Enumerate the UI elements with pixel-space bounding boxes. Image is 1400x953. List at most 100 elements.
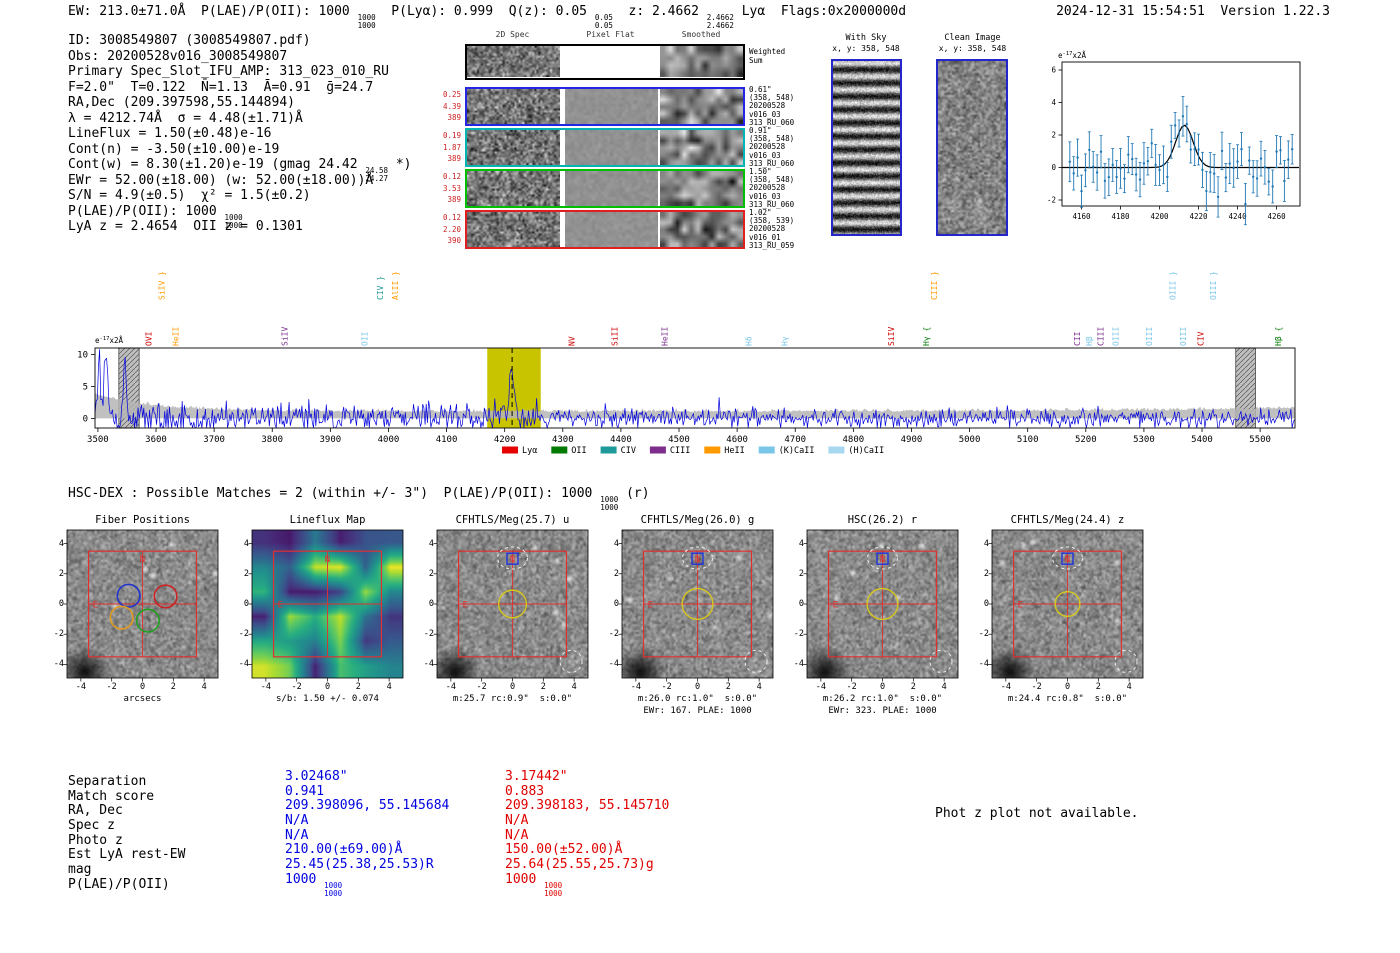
text-segment: 0.941 — [285, 783, 325, 799]
emission-line-label: Hβ { — [1274, 327, 1283, 346]
spec2d-col-header-2dspec: 2D Spec — [495, 30, 530, 39]
text-segment: (r) — [618, 486, 650, 501]
fraction-top: 24.58 — [365, 166, 388, 175]
x-tick-label: 3900 — [320, 435, 342, 445]
emission-line-label: CIII } — [930, 271, 939, 300]
data-point — [1146, 160, 1150, 163]
legend-swatch — [551, 446, 568, 454]
cutout-title: Fiber Positions — [95, 514, 190, 526]
mask-circle — [1114, 649, 1138, 673]
info-line: Obs: 20200528v016_3008549807 — [68, 49, 411, 65]
x-tick-label: -2 — [846, 682, 857, 692]
x-tick-label: -4 — [260, 682, 271, 692]
x-tick-label: 2 — [910, 682, 916, 692]
x-tick-label: -4 — [815, 682, 826, 692]
text-segment: Primary Spec_Slot_IFU_AMP: 313_023_010_R… — [68, 64, 389, 79]
y-tick-label: 4 — [983, 538, 989, 549]
weight-value: 1.87 — [443, 142, 462, 152]
fraction-top: 0.05 — [594, 13, 613, 22]
x-tick-label: 4 — [571, 682, 577, 692]
x-tick-label: 4 — [941, 682, 947, 692]
annotation-line: v016_03 — [749, 191, 781, 201]
match-row-label: Separation — [68, 774, 147, 789]
compass-north: N — [140, 555, 145, 565]
match-value: 3.17442" — [505, 769, 669, 785]
data-point — [1251, 175, 1255, 178]
withsky-xy: x, y: 358, 548 — [832, 44, 900, 53]
x-tick-label: 4900 — [901, 435, 923, 445]
compass-north: N — [880, 555, 885, 565]
cutout-title: CFHTLS/Meg(26.0) g — [640, 514, 755, 526]
weighted-sum-label-line1: Weighted — [749, 47, 786, 56]
text-segment: z: 2.4662 — [612, 4, 707, 19]
fraction-bottom: 1000 — [324, 888, 343, 898]
text-segment: P(LAE)/P(OII): 1000 — [68, 203, 225, 219]
y-tick-label: 2 — [428, 568, 434, 579]
y-tick-label: 0 — [1051, 163, 1056, 172]
annotation-line: 1.50" — [749, 167, 772, 176]
text-segment: EW: 213.0±71.0Å P(LAE)/P(OII): 1000 — [68, 4, 358, 19]
cutout-xlabel: arcsecs — [123, 694, 162, 704]
match-row-label: Match score — [68, 788, 155, 804]
text-segment: LineFlux = 1.50(±0.48)e-16 — [68, 126, 272, 141]
cutout-xlabel: m:26.0 rc:1.0" s:0.0" — [637, 694, 758, 704]
info-line: S/N = 4.9(±0.5) χ² = 1.5(±0.2) — [68, 188, 411, 204]
data-point — [1134, 173, 1138, 176]
fraction-bottom: 1000 — [600, 503, 619, 513]
info-line: λ = 4212.74Å σ = 4.48(±1.71)Å — [68, 111, 411, 127]
x-tick-label: 4600 — [726, 435, 748, 445]
y-tick-label: 2 — [798, 568, 804, 579]
fiber-circle — [135, 608, 160, 633]
data-point — [1095, 171, 1099, 174]
data-point — [1111, 163, 1114, 167]
y-tick-label: -2 — [238, 629, 249, 640]
emission-line-label: NV — [568, 336, 577, 346]
fraction-bottom: 1000 — [357, 21, 376, 31]
spec2d-col-header-pixelflat: Pixel Flat — [586, 30, 635, 39]
fraction-bottom: 2.4662 — [706, 21, 734, 31]
info-line: LineFlux = 1.50(±0.48)e-16 — [68, 126, 411, 142]
data-point — [1236, 160, 1239, 163]
data-point — [1166, 175, 1169, 179]
match-row-label: Spec z — [68, 818, 115, 834]
clean-image-xy: x, y: 358, 548 — [938, 44, 1007, 53]
x-tick-label: 2 — [725, 682, 731, 692]
data-point — [1150, 142, 1153, 145]
x-tick-label: -2 — [106, 682, 117, 692]
spec2d-col-header-smoothed: Smoothed — [681, 30, 721, 39]
spec2d-row — [465, 169, 745, 208]
data-point — [1263, 166, 1267, 169]
x-tick-label: 5400 — [1191, 435, 1213, 445]
weight-value: 0.12 — [443, 213, 462, 222]
text-segment: 3.02468" — [285, 769, 348, 784]
y-tick-label: 4 — [243, 538, 249, 549]
cutout-overlay: NE — [988, 529, 1144, 682]
data-point — [1107, 175, 1111, 179]
row-weight-labels: 0.12 2.20 390 — [443, 212, 461, 247]
x-tick-label: 4180 — [1111, 212, 1130, 221]
cutout-overlay: NE — [63, 529, 219, 682]
smoothed-image — [660, 212, 743, 247]
x-tick-label: 0 — [694, 682, 701, 692]
x-tick-label: -4 — [445, 682, 456, 692]
cutout-title: HSC(26.2) r — [847, 514, 918, 526]
text-segment: Cont(w) = 8.30(±1.20)e-19 (gmag 24.42 — [68, 157, 366, 172]
x-tick-label: 5000 — [959, 435, 981, 445]
x-tick-label: 5500 — [1249, 435, 1271, 445]
catalog-match-header: HSC-DEX : Possible Matches = 2 (within +… — [68, 486, 650, 512]
match-row-labels: Separation Match score RA, Dec Spec z Photo … — [68, 774, 185, 893]
emission-line-label: Hγ { — [922, 327, 931, 346]
text-segment: HSC-DEX : Possible Matches = 2 (within +… — [68, 486, 601, 501]
info-line: EWr = 52.00(±18.00) (w: 52.00(±18.00))Å — [68, 173, 411, 189]
text-segment: F=2.0" T=0.122 N̄=1.13 Ā=0.91 ḡ=24.7 — [68, 79, 374, 95]
spec2d-row — [465, 87, 745, 126]
data-point — [1283, 179, 1286, 183]
row-annotation: 1.50" (358, 548) 20200528 v016_03 313_RU_060 — [749, 167, 821, 209]
x-tick-label: -2 — [1031, 682, 1042, 692]
y-tick-label: 4 — [798, 538, 804, 549]
cutout-overlay: NE — [248, 529, 404, 682]
match-value: N/A — [285, 813, 449, 829]
emission-line-label: CII — [1073, 331, 1082, 346]
fraction-bottom: 24.27 — [365, 174, 388, 184]
